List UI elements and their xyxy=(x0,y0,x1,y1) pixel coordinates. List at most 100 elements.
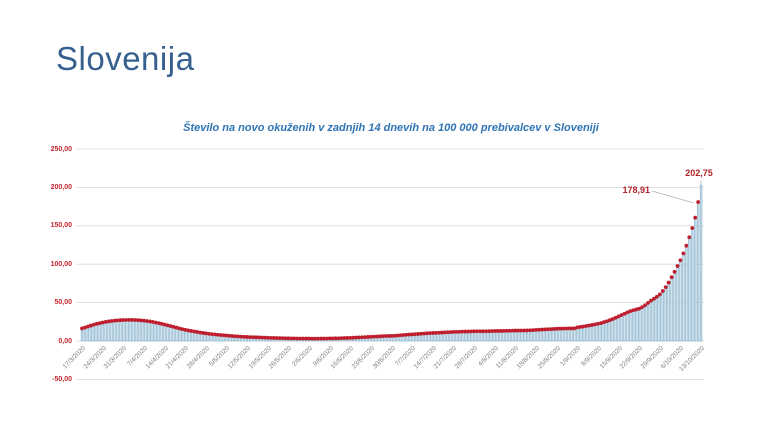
data-point-marker xyxy=(610,317,615,321)
data-point-marker xyxy=(142,318,146,323)
bar xyxy=(216,336,219,342)
bar xyxy=(576,328,579,342)
bar xyxy=(175,328,178,342)
data-point-marker xyxy=(539,327,544,332)
bar xyxy=(178,329,181,342)
bar xyxy=(411,335,414,342)
y-axis-tick-label: 100,00 xyxy=(50,260,72,268)
bar xyxy=(584,327,588,342)
bar xyxy=(381,337,384,342)
bar xyxy=(189,332,193,342)
bar xyxy=(481,332,485,342)
data-point-marker xyxy=(218,333,223,337)
data-point-marker xyxy=(212,332,217,337)
data-point-marker xyxy=(271,336,276,340)
bar xyxy=(652,300,656,342)
data-point-marker xyxy=(404,332,409,337)
data-label-178-91: 178,91 xyxy=(622,185,650,195)
data-point-marker xyxy=(542,327,547,332)
bar xyxy=(608,321,611,342)
bar xyxy=(210,335,213,342)
bar xyxy=(455,333,458,342)
data-point-marker xyxy=(153,320,158,325)
bar xyxy=(673,273,676,342)
data-point-marker xyxy=(598,321,603,326)
data-point-marker xyxy=(310,336,314,341)
data-label-202-75: 202,75 xyxy=(685,168,713,178)
data-point-marker xyxy=(622,311,627,316)
bar xyxy=(130,321,134,342)
data-point-marker xyxy=(262,335,267,340)
data-point-marker xyxy=(133,318,137,322)
bar xyxy=(469,332,473,342)
bar xyxy=(254,338,258,342)
bar xyxy=(101,323,104,342)
data-point-marker xyxy=(634,307,639,312)
bar xyxy=(461,332,464,342)
bar xyxy=(186,331,190,342)
bar xyxy=(225,336,228,342)
bar xyxy=(107,322,110,342)
y-axis-tick-label: -50,00 xyxy=(52,375,72,383)
data-point-marker xyxy=(422,331,426,336)
bar xyxy=(428,334,432,342)
bar xyxy=(192,332,196,342)
data-point-marker xyxy=(427,331,432,336)
data-point-marker xyxy=(245,335,249,339)
bar xyxy=(587,326,591,342)
bar xyxy=(567,329,570,342)
data-point-marker xyxy=(652,296,656,301)
data-point-marker xyxy=(168,324,173,328)
data-point-marker xyxy=(259,335,264,340)
bar xyxy=(534,331,538,342)
data-point-marker xyxy=(200,331,205,335)
bar xyxy=(602,323,605,342)
slide-title: Slovenija xyxy=(56,40,195,77)
data-point-marker xyxy=(454,329,459,334)
data-point-marker xyxy=(209,332,214,337)
bar xyxy=(80,329,84,342)
bar xyxy=(198,333,202,342)
bar xyxy=(390,337,393,342)
bar xyxy=(128,321,131,342)
bar xyxy=(611,320,614,342)
data-point-marker xyxy=(268,335,273,340)
bar xyxy=(416,335,420,342)
data-point-marker xyxy=(419,331,423,336)
bar xyxy=(682,254,685,342)
data-point-marker xyxy=(345,336,350,340)
data-point-marker xyxy=(649,298,653,303)
data-point-marker xyxy=(657,292,662,297)
bar xyxy=(688,238,691,342)
data-point-marker xyxy=(593,322,597,327)
data-point-marker xyxy=(616,314,621,319)
data-point-marker xyxy=(425,331,429,336)
bar xyxy=(487,332,490,342)
data-point-marker xyxy=(318,336,323,341)
data-point-marker xyxy=(198,330,202,335)
data-point-marker xyxy=(360,335,364,340)
data-point-marker xyxy=(472,329,476,334)
data-point-marker xyxy=(448,330,453,335)
data-point-marker xyxy=(401,333,406,337)
data-point-marker xyxy=(640,305,645,310)
bar xyxy=(396,336,399,342)
data-point-marker xyxy=(348,335,353,340)
data-point-marker xyxy=(369,334,373,339)
data-point-marker xyxy=(481,329,485,334)
bar xyxy=(511,331,514,342)
bar xyxy=(405,336,408,342)
bar xyxy=(139,321,143,342)
data-point-marker xyxy=(186,328,191,333)
bar xyxy=(119,321,122,342)
data-point-marker xyxy=(336,336,341,341)
data-point-marker xyxy=(433,330,438,335)
bar xyxy=(89,326,92,342)
data-point-marker xyxy=(103,319,108,324)
bar xyxy=(446,333,449,342)
bar xyxy=(629,312,632,342)
data-point-marker xyxy=(274,336,279,340)
data-point-marker xyxy=(495,329,500,333)
data-point-marker xyxy=(321,336,326,341)
bar xyxy=(110,322,113,342)
